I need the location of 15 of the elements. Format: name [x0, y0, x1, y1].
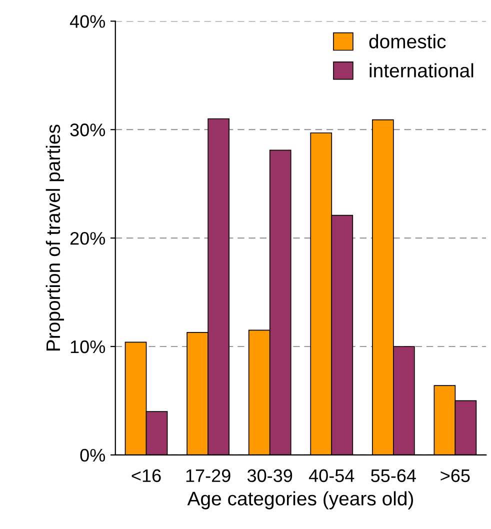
- x-tick-label: >65: [440, 469, 470, 482]
- y-axis-title: Proportion of travel parties: [46, 124, 64, 350]
- y-tick-label: 40%: [70, 15, 106, 28]
- x-tick-label: 40-54: [308, 469, 354, 482]
- legend-label: international: [370, 63, 474, 78]
- x-tick-label: <16: [132, 469, 161, 482]
- legend-label: domestic: [369, 34, 446, 48]
- y-tick-label: 0%: [80, 448, 106, 462]
- x-tick-label: 55-64: [371, 469, 416, 482]
- x-tick-label: 30-39: [247, 469, 292, 482]
- y-tick-label: 30%: [70, 124, 106, 136]
- x-tick-label: 17-29: [186, 469, 230, 482]
- y-tick-label: 20%: [70, 232, 106, 245]
- x-axis-title: Age categories (years old): [187, 491, 414, 510]
- y-tick-label: 10%: [70, 340, 106, 354]
